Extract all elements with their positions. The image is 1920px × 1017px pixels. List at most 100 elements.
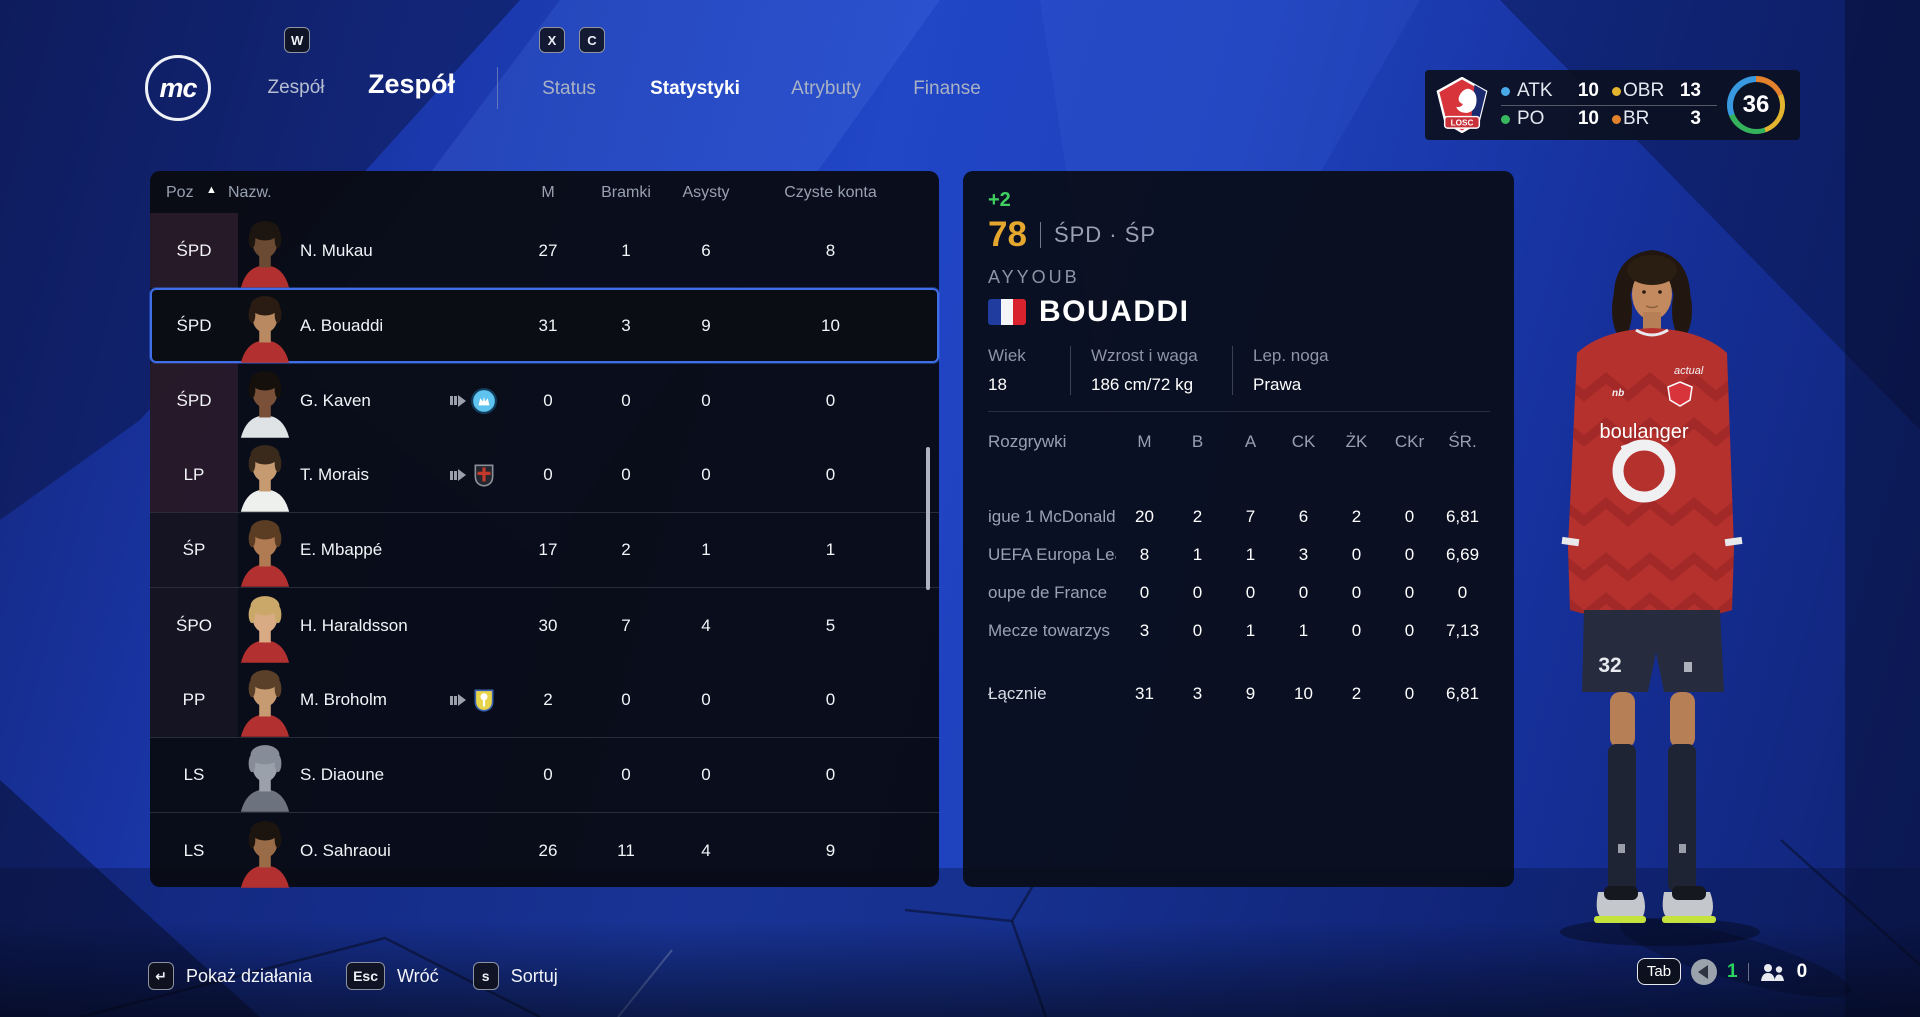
tab-status[interactable]: Status bbox=[542, 78, 596, 99]
atk-dot-icon bbox=[1501, 86, 1510, 96]
avatar bbox=[238, 742, 300, 812]
stats-row: Mecze towarzys 3 0 1 1 0 0 7,13 bbox=[988, 621, 1480, 640]
br-dot-icon bbox=[1612, 114, 1621, 124]
stats-divider bbox=[1501, 104, 1717, 106]
team-stats: ATK 10 OBR 13 PO 10 BR 3 bbox=[1501, 79, 1717, 132]
assists: 0 bbox=[701, 390, 711, 410]
header-divider bbox=[497, 67, 498, 109]
footer-right: Tab 1 0 bbox=[1637, 958, 1807, 985]
player-name: O. Sahraoui bbox=[300, 840, 391, 860]
svg-text:boulanger: boulanger bbox=[1600, 421, 1689, 443]
svg-text:actual: actual bbox=[1674, 365, 1704, 377]
col-matches[interactable]: M bbox=[541, 184, 555, 201]
assists: 4 bbox=[701, 840, 711, 860]
key-hint-c: C bbox=[579, 27, 605, 53]
col-name[interactable]: Nazw. bbox=[228, 184, 272, 201]
spectators-icon[interactable] bbox=[1759, 962, 1787, 982]
goals: 0 bbox=[621, 765, 631, 784]
obr-dot-icon bbox=[1612, 86, 1621, 96]
player-rating: 78 bbox=[988, 215, 1027, 254]
player-name: S. Diaoune bbox=[300, 765, 385, 784]
squad-table-panel: Poz ▲ Nazw. M Bramki Asysty Czyste konta… bbox=[150, 171, 939, 887]
pos-cell: LS bbox=[183, 765, 205, 784]
nav-section-label[interactable]: Zespół bbox=[267, 77, 325, 98]
svg-text:32: 32 bbox=[1598, 654, 1621, 677]
avatar bbox=[238, 218, 300, 288]
col-goals[interactable]: Bramki bbox=[601, 184, 651, 201]
rating-change: +2 bbox=[988, 189, 1011, 211]
pos-cell: ŚPD bbox=[176, 315, 212, 335]
player-first-name: AYYOUB bbox=[988, 267, 1080, 287]
stat-label: PO bbox=[1517, 108, 1545, 129]
hint-show-actions[interactable]: ↵ Pokaż działania bbox=[148, 962, 312, 990]
pos-cell: ŚPD bbox=[150, 363, 238, 438]
table-row[interactable]: PP M. Broholm 2 0 0 0 bbox=[150, 663, 939, 738]
goals: 2 bbox=[621, 540, 631, 559]
table-row[interactable]: LS O. Sahraoui 26 11 4 9 bbox=[150, 813, 939, 888]
loan-badge-charlotte-icon bbox=[471, 387, 497, 414]
goals: 3 bbox=[621, 315, 631, 335]
stats-row: oupe de France 0 0 0 0 0 0 0 bbox=[988, 583, 1468, 602]
sort-asc-icon: ▲ bbox=[206, 184, 217, 196]
hint-sort[interactable]: s Sortuj bbox=[472, 962, 558, 990]
hint-label: Pokaż działania bbox=[186, 965, 313, 986]
table-row[interactable]: LP T. Morais 0 0 0 0 bbox=[150, 438, 939, 513]
avatar bbox=[238, 818, 300, 888]
col-a: A bbox=[1244, 432, 1257, 451]
col-pos[interactable]: Poz bbox=[166, 184, 194, 201]
player-stats-table: Rozgrywki M B A CK ŻK CKr ŚR. igue 1 McD… bbox=[988, 429, 1490, 707]
goals: 0 bbox=[621, 690, 631, 709]
assists: 6 bbox=[701, 240, 711, 260]
spectator-count: 0 bbox=[1796, 960, 1808, 982]
team-overview-widget: LOSC ATK 10 OBR 13 PO 10 BR 3 36 bbox=[1425, 70, 1800, 140]
pos-cell: ŚPO bbox=[150, 588, 238, 663]
tab-atrybuty[interactable]: Atrybuty bbox=[791, 78, 861, 99]
key-hint-w: W bbox=[284, 27, 311, 53]
matches: 30 bbox=[538, 615, 558, 635]
tab-finanse[interactable]: Finanse bbox=[913, 78, 981, 99]
loan-badge-leeds-icon bbox=[474, 689, 494, 712]
table-row[interactable]: ŚP E. Mbappé 17 2 1 1 bbox=[150, 513, 939, 588]
player-last-name: BOUADDI bbox=[1039, 295, 1190, 328]
matches: 31 bbox=[538, 315, 558, 335]
hint-back[interactable]: Esc Wróć bbox=[346, 962, 439, 990]
team-overall-value: 36 bbox=[1732, 81, 1780, 129]
clean-sheets: 8 bbox=[825, 240, 836, 260]
stat-value: 10 bbox=[1577, 108, 1599, 129]
table-row-selected[interactable]: ŚPD A. Bouaddi 31 3 9 10 bbox=[150, 288, 939, 363]
pos-cell: LS bbox=[183, 840, 205, 860]
panel-divider bbox=[988, 411, 1490, 412]
table-row[interactable]: ŚPD N. Mukau 27 1 6 8 bbox=[150, 213, 939, 288]
stat-label: OBR bbox=[1623, 80, 1665, 101]
tab-statystyki[interactable]: Statystyki bbox=[650, 78, 740, 99]
france-flag-icon bbox=[988, 299, 1026, 325]
table-row[interactable]: LS S. Diaoune 0 0 0 0 bbox=[150, 738, 939, 813]
stats-row: igue 1 McDonald 20 2 7 6 2 0 6,81 bbox=[988, 507, 1480, 526]
matches: 2 bbox=[543, 690, 553, 709]
goals: 0 bbox=[621, 390, 631, 410]
s-key-icon: s bbox=[472, 962, 499, 990]
loan-out-icon bbox=[450, 694, 466, 706]
col-assists[interactable]: Asysty bbox=[682, 184, 730, 201]
age-label: Wiek bbox=[988, 346, 1026, 365]
hint-label: Sortuj bbox=[510, 965, 558, 986]
foot-value: Prawa bbox=[1253, 375, 1302, 394]
team-overall-ring: 36 bbox=[1727, 76, 1785, 134]
col-ck: CK bbox=[1291, 432, 1316, 451]
stat-label: BR bbox=[1623, 108, 1650, 129]
stats-row: UEFA Europa Lea 8 1 1 3 0 0 6,69 bbox=[988, 545, 1480, 564]
scrollbar-thumb[interactable] bbox=[926, 447, 930, 590]
table-row[interactable]: ŚPO H. Haraldsson 30 7 4 5 bbox=[150, 588, 939, 663]
svg-text:nb: nb bbox=[1612, 388, 1624, 399]
rating-divider bbox=[1039, 222, 1041, 248]
matches: 27 bbox=[538, 240, 558, 260]
col-clean-sheets[interactable]: Czyste konta bbox=[784, 184, 877, 201]
table-row[interactable]: ŚPD G. Kaven 0 0 0 0 bbox=[150, 363, 939, 438]
assists: 0 bbox=[701, 465, 711, 484]
matches: 0 bbox=[543, 765, 553, 784]
voice-chat-icon[interactable] bbox=[1691, 958, 1717, 985]
goals: 1 bbox=[621, 240, 631, 260]
assists: 0 bbox=[701, 765, 711, 784]
clean-sheets: 0 bbox=[825, 690, 836, 709]
loan-out-icon bbox=[450, 469, 466, 481]
